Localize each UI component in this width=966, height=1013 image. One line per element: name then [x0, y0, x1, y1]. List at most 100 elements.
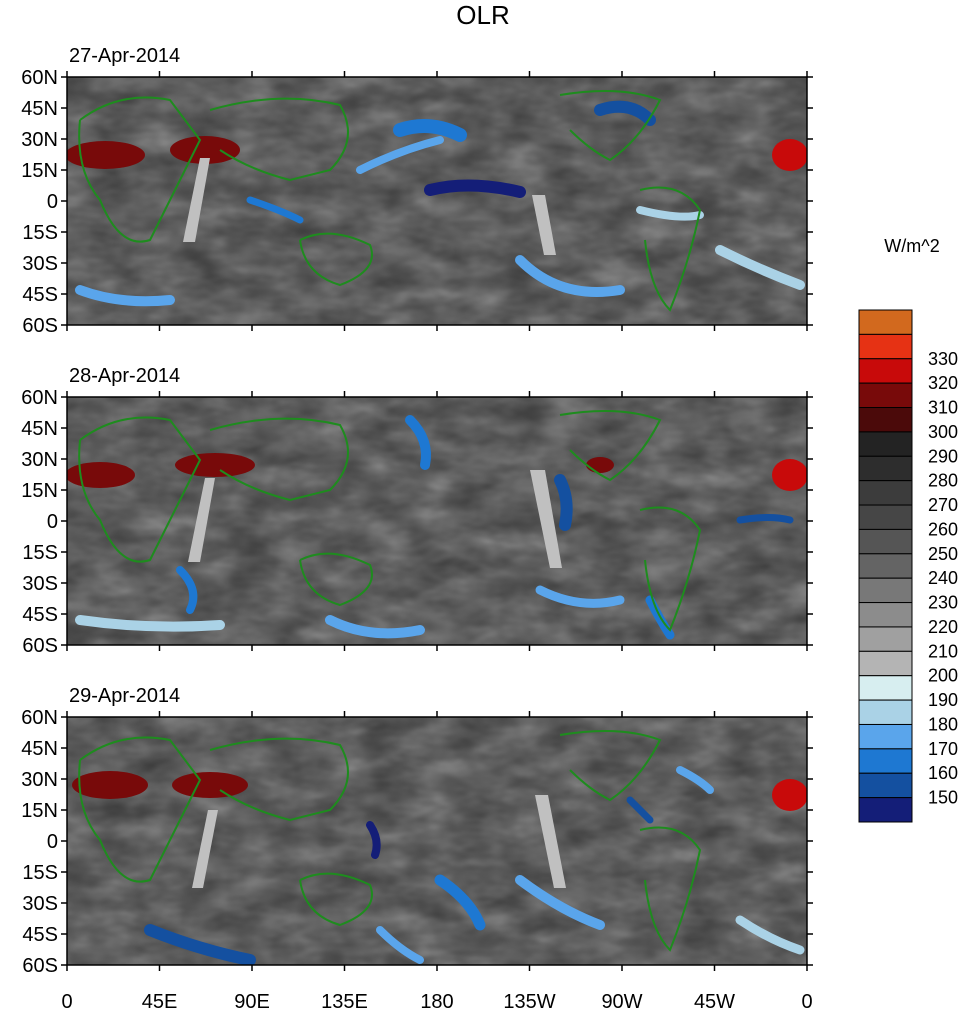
- cloud-tops-1: [75, 100, 805, 307]
- figure-title: OLR: [456, 0, 509, 30]
- panel-date-1: 27-Apr-2014: [69, 45, 180, 67]
- colorbar-label: 230: [928, 593, 958, 613]
- lat-tick-label: 30S: [22, 253, 58, 275]
- lon-tick-label: 0: [61, 991, 72, 1013]
- panel-date-2: 28-Apr-2014: [69, 365, 180, 387]
- colorbar-label: 160: [928, 763, 958, 783]
- colorbar-label: 330: [928, 349, 958, 369]
- colorbar-label: 220: [928, 617, 958, 637]
- lon-tick-label: 45W: [694, 991, 735, 1013]
- lat-tick-label: 30S: [22, 573, 58, 595]
- lat-tick-label: 60N: [21, 67, 58, 89]
- lat-tick-label: 45S: [22, 604, 58, 626]
- missing-data-3: [192, 795, 566, 888]
- colorbar-swatch: [858, 480, 913, 506]
- lat-tick-label: 30N: [21, 129, 58, 151]
- lat-ticks-1: 60N 45N 30N 15N 0 15S 30S 45S 60S: [21, 67, 813, 337]
- colorbar-label: 310: [928, 398, 958, 418]
- colorbar-swatch: [858, 407, 913, 433]
- colorbar-swatch: [858, 553, 913, 579]
- lon-tick-label: 180: [420, 991, 453, 1013]
- cloud-tops-3: [144, 766, 805, 965]
- lat-tick-label: 45N: [21, 418, 58, 440]
- colorbar-label: 260: [928, 519, 958, 539]
- map-field-2: [67, 397, 807, 645]
- map-field-1: [67, 77, 807, 325]
- colorbar-swatch: [858, 602, 913, 628]
- lat-tick-label: 60S: [22, 315, 58, 337]
- lat-tick-label: 60N: [21, 387, 58, 409]
- colorbar-swatch: [858, 333, 913, 360]
- colorbar-swatch: [858, 772, 913, 799]
- colorbar-swatch: [858, 431, 913, 457]
- colorbar-label: 180: [928, 714, 958, 734]
- map-field-3: [67, 717, 807, 965]
- map-panel-3: 29-Apr-2014: [21, 685, 813, 977]
- lat-tick-label: 15N: [21, 160, 58, 182]
- lon-axis: 0 45E 90E 135E 180 135W 90W 45W 0: [61, 71, 813, 1013]
- colorbar-swatch: [858, 528, 913, 555]
- lat-tick-label: 45S: [22, 924, 58, 946]
- colorbar-label: 150: [928, 788, 958, 808]
- colorbar-swatch: [858, 309, 913, 335]
- coastlines-1: [78, 90, 702, 312]
- lon-tick-label: 135E: [321, 991, 368, 1013]
- panel-date-3: 29-Apr-2014: [69, 685, 180, 707]
- colorbar-units: W/m^2: [884, 236, 939, 256]
- colorbar-label: 240: [928, 568, 958, 588]
- coastlines-2: [78, 410, 702, 632]
- lon-tick-label: 0: [801, 991, 812, 1013]
- colorbar-label: 170: [928, 739, 958, 759]
- colorbar-swatch: [858, 626, 913, 652]
- lon-tick-label: 135W: [503, 991, 555, 1013]
- colorbar-label: 190: [928, 690, 958, 710]
- lat-tick-label: 15S: [22, 222, 58, 244]
- colorbar-swatch: [858, 723, 913, 750]
- colorbar: 150 160 170 180 190 200 210 220 230 240 250 260 270 2…: [858, 309, 958, 823]
- lat-tick-label: 0: [47, 191, 58, 213]
- lat-ticks-2: 60N 45N 30N 15N 0 15S 30S 45S 60S: [21, 387, 813, 657]
- colorbar-swatch: [858, 382, 913, 409]
- map-panel-2: 28-Apr-2014: [21, 365, 813, 657]
- lat-tick-label: 30N: [21, 449, 58, 471]
- lat-tick-label: 0: [47, 511, 58, 533]
- colorbar-label: 300: [928, 422, 958, 442]
- colorbar-swatch: [858, 699, 913, 725]
- clear-sky-1: [67, 136, 807, 171]
- lon-tick-label: 45E: [142, 991, 178, 1013]
- lat-tick-label: 15N: [21, 800, 58, 822]
- lat-tick-label: 15S: [22, 862, 58, 884]
- lat-tick-label: 45N: [21, 98, 58, 120]
- colorbar-label: 290: [928, 446, 958, 466]
- colorbar-swatch: [858, 455, 913, 482]
- colorbar-label: 270: [928, 495, 958, 515]
- map-panel-1: 27-Apr-2014: [21, 45, 813, 337]
- lat-tick-label: 30S: [22, 893, 58, 915]
- lat-tick-label: 45N: [21, 738, 58, 760]
- lat-tick-label: 15N: [21, 480, 58, 502]
- clear-sky-3: [72, 771, 807, 811]
- colorbar-label: 200: [928, 666, 958, 686]
- cloud-tops-2: [75, 415, 794, 640]
- colorbar-swatch: [858, 675, 913, 701]
- colorbar-swatch: [858, 358, 913, 384]
- colorbar-swatch: [858, 748, 913, 774]
- coastlines-3: [78, 730, 702, 952]
- lat-tick-label: 0: [47, 831, 58, 853]
- lat-tick-label: 60N: [21, 707, 58, 729]
- colorbar-swatch: [858, 504, 913, 530]
- colorbar-swatch: [858, 650, 913, 677]
- colorbar-label: 250: [928, 544, 958, 564]
- lat-tick-label: 60S: [22, 955, 58, 977]
- missing-data-1: [183, 158, 556, 255]
- colorbar-label: 210: [928, 641, 958, 661]
- lat-ticks-3: 60N 45N 30N 15N 0 15S 30S 45S 60S: [21, 707, 813, 977]
- colorbar-label: 320: [928, 373, 958, 393]
- lon-tick-label: 90E: [234, 991, 270, 1013]
- lat-tick-label: 45S: [22, 284, 58, 306]
- lon-tick-label: 90W: [601, 991, 642, 1013]
- lat-tick-label: 30N: [21, 769, 58, 791]
- colorbar-swatch: [858, 577, 913, 604]
- lat-tick-label: 15S: [22, 542, 58, 564]
